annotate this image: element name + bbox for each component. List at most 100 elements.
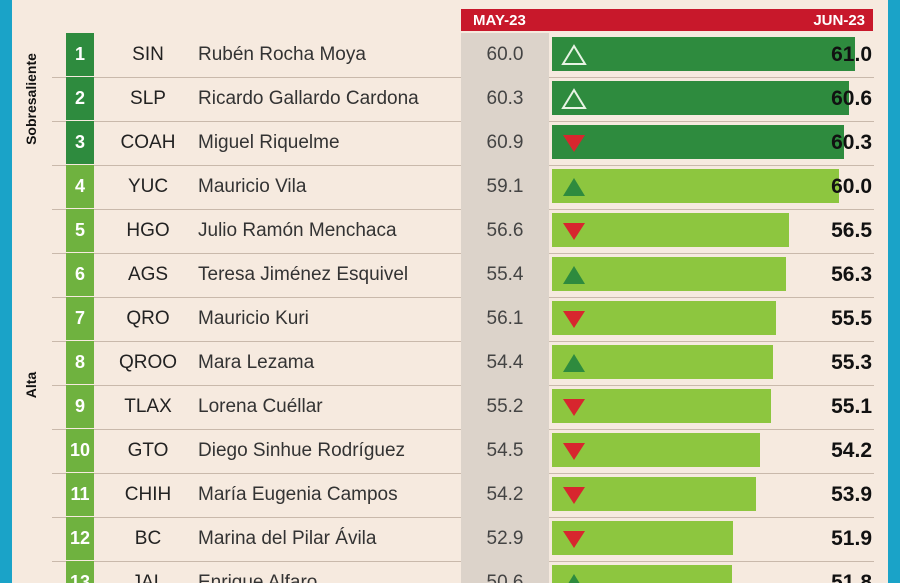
rank-badge: 8 <box>66 341 94 384</box>
period-header: MAY-23 JUN-23 <box>461 9 873 31</box>
score-bar <box>552 169 839 203</box>
score-bar <box>552 301 776 335</box>
trend-down-icon <box>563 135 585 152</box>
ranking-table: MAY-23 JUN-23 1 SIN Rubén Rocha Moya 60.0 61… <box>12 0 888 583</box>
curr-value: 54.2 <box>831 439 872 462</box>
trend-down-icon <box>563 399 585 416</box>
trend-down-icon <box>563 443 585 460</box>
trend-down-icon <box>563 311 585 328</box>
curr-value: 55.3 <box>831 351 872 374</box>
curr-value: 55.5 <box>831 307 872 330</box>
state-code: JAL <box>131 572 165 583</box>
table-row: 2 SLP Ricardo Gallardo Cardona 60.3 60.6 <box>52 77 874 122</box>
score-bar <box>552 477 756 511</box>
trend-down-icon <box>563 223 585 240</box>
governor-name: Rubén Rocha Moya <box>198 44 366 65</box>
table-row: 11 CHIH María Eugenia Campos 54.2 53.9 <box>52 473 874 518</box>
rank-badge: 4 <box>66 165 94 208</box>
table-row: 12 BC Marina del Pilar Ávila 52.9 51.9 <box>52 517 874 562</box>
state-code: AGS <box>127 264 169 285</box>
table-row: 10 GTO Diego Sinhue Rodríguez 54.5 54.2 <box>52 429 874 474</box>
table-row: 13 JAL Enrique Alfaro 50.6 51.8 <box>52 561 874 583</box>
state-code: HGO <box>126 220 170 241</box>
state-code: YUC <box>127 176 169 197</box>
prev-value: 54.4 <box>461 341 549 385</box>
group-label: Sobresaliente <box>20 33 42 165</box>
state-code: GTO <box>127 440 169 461</box>
group-label-text: Alta <box>23 371 39 399</box>
table-row: 6 AGS Teresa Jiménez Esquivel 55.4 56.3 <box>52 253 874 298</box>
table-row: 7 QRO Mauricio Kuri 56.1 55.5 <box>52 297 874 342</box>
curr-value: 60.3 <box>831 131 872 154</box>
table-row: 5 HGO Julio Ramón Menchaca 56.6 56.5 <box>52 209 874 254</box>
curr-value: 60.0 <box>831 175 872 198</box>
prev-value: 52.9 <box>461 517 549 561</box>
group-label: Alta <box>20 165 42 583</box>
prev-value: 55.2 <box>461 385 549 429</box>
state-code: QROO <box>118 352 178 373</box>
score-bar <box>552 565 732 583</box>
rank-badge: 11 <box>66 473 94 516</box>
trend-up-icon <box>561 44 587 65</box>
score-bar <box>552 213 789 247</box>
governor-name: Mauricio Kuri <box>198 308 309 329</box>
prev-value: 56.6 <box>461 209 549 253</box>
score-bar <box>552 521 733 555</box>
trend-down-icon <box>563 487 585 504</box>
prev-period-label: MAY-23 <box>473 12 526 29</box>
curr-value: 60.6 <box>831 87 872 110</box>
score-bar <box>552 37 855 71</box>
governor-name: Miguel Riquelme <box>198 132 340 153</box>
governor-name: Mara Lezama <box>198 352 315 373</box>
governor-name: Teresa Jiménez Esquivel <box>198 264 409 285</box>
table-row: 1 SIN Rubén Rocha Moya 60.0 61.0 <box>52 33 874 78</box>
curr-value: 53.9 <box>831 483 872 506</box>
score-bar <box>552 345 773 379</box>
curr-value: 56.3 <box>831 263 872 286</box>
score-bar <box>552 433 760 467</box>
rank-badge: 13 <box>66 561 94 583</box>
rank-badge: 6 <box>66 253 94 296</box>
rank-badge: 5 <box>66 209 94 252</box>
group-label-text: Sobresaliente <box>23 53 39 145</box>
curr-period-label: JUN-23 <box>813 12 865 29</box>
governor-name: Lorena Cuéllar <box>198 396 323 417</box>
trend-up-icon <box>563 354 585 372</box>
curr-value: 51.8 <box>831 571 872 583</box>
governor-name: Enrique Alfaro <box>198 572 318 583</box>
prev-value: 60.0 <box>461 33 549 77</box>
prev-value: 54.2 <box>461 473 549 517</box>
state-code: TLAX <box>124 396 172 417</box>
score-bar <box>552 257 786 291</box>
prev-value: 60.9 <box>461 121 549 165</box>
curr-value: 56.5 <box>831 219 872 242</box>
governor-name: María Eugenia Campos <box>198 484 398 505</box>
trend-down-icon <box>563 531 585 548</box>
rank-badge: 9 <box>66 385 94 428</box>
trend-up-icon <box>561 88 587 109</box>
state-code: COAH <box>120 132 176 153</box>
score-bar <box>552 389 771 423</box>
prev-value: 50.6 <box>461 561 549 583</box>
rank-badge: 3 <box>66 121 94 164</box>
state-code: CHIH <box>124 484 172 505</box>
trend-up-icon <box>563 178 585 196</box>
table-row: 4 YUC Mauricio Vila 59.1 60.0 <box>52 165 874 210</box>
curr-value: 61.0 <box>831 43 872 66</box>
rank-badge: 10 <box>66 429 94 472</box>
state-code: QRO <box>126 308 170 329</box>
prev-value: 60.3 <box>461 77 549 121</box>
table-row: 3 COAH Miguel Riquelme 60.9 60.3 <box>52 121 874 166</box>
state-code: BC <box>134 528 162 549</box>
curr-value: 55.1 <box>831 395 872 418</box>
prev-value: 56.1 <box>461 297 549 341</box>
rank-badge: 7 <box>66 297 94 340</box>
trend-up-icon <box>563 266 585 284</box>
table-row: 9 TLAX Lorena Cuéllar 55.2 55.1 <box>52 385 874 430</box>
governor-name: Mauricio Vila <box>198 176 307 197</box>
prev-value: 59.1 <box>461 165 549 209</box>
state-code: SIN <box>132 44 164 65</box>
prev-value: 54.5 <box>461 429 549 473</box>
governor-name: Diego Sinhue Rodríguez <box>198 440 406 461</box>
rank-badge: 1 <box>66 33 94 76</box>
